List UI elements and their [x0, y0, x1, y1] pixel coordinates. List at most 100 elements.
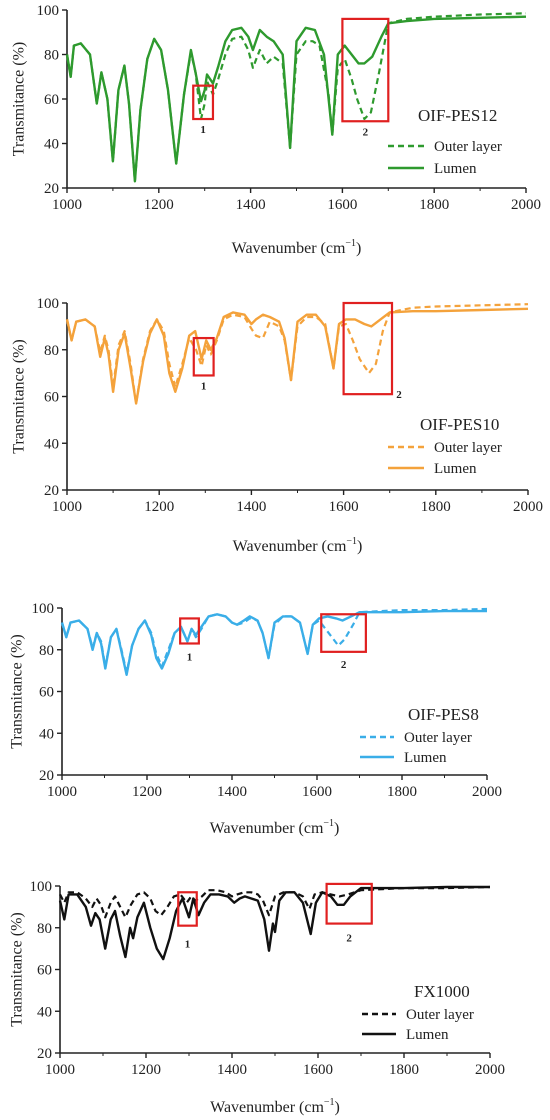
spectrum-panel: 20 40 60 80 100 1000 1200 1400 1600 1800 2000 Trans… — [9, 601, 502, 837]
outer-layer-series-line — [59, 885, 491, 919]
sample-name-label: OIF-PES12 — [418, 106, 497, 125]
y-tick-label: 20 — [39, 768, 54, 784]
highlight-box — [341, 17, 390, 123]
legend-lumen-label: Lumen — [434, 161, 477, 177]
x-axis-label: Wavenumber (cm−1) — [210, 818, 340, 837]
highlight-box-label: 2 — [396, 389, 402, 401]
y-tick-label: 60 — [44, 92, 59, 108]
legend-outer-layer-label: Outer layer — [406, 1007, 474, 1023]
highlight-box-label: 2 — [346, 933, 352, 945]
y-tick-label: 40 — [44, 137, 59, 153]
y-tick-label: 20 — [44, 181, 59, 197]
x-tick-label: 1600 — [302, 784, 332, 800]
spectrum-panel: 20 40 60 80 100 1000 1200 1400 1600 1800 2000 Trans… — [11, 296, 543, 555]
x-axis-label: Wavenumber (cm−1) — [233, 536, 363, 555]
x-tick-label: 2000 — [472, 784, 502, 800]
spectrum-panel: 20 40 60 80 100 1000 1200 1400 1600 1800 2000 Trans… — [9, 879, 505, 1116]
x-axis-label-sup: −1 — [346, 536, 357, 547]
y-tick-label: 40 — [37, 1004, 52, 1020]
y-axis-label: Transmitance (%) — [9, 634, 26, 749]
y-tick-label: 20 — [44, 483, 59, 499]
x-tick-label: 2000 — [475, 1062, 505, 1078]
x-tick-label: 1400 — [236, 499, 266, 515]
x-tick-label: 1600 — [327, 197, 357, 213]
spectrum-panel: 20 40 60 80 100 1000 1200 1400 1600 1800 2000 Trans… — [11, 3, 541, 257]
lumen-series-line — [65, 15, 527, 183]
y-tick-label: 20 — [37, 1046, 52, 1062]
y-tick-label: 60 — [44, 390, 59, 406]
sample-name-label: OIF-PES8 — [408, 705, 479, 724]
outer-layer-series-line — [65, 303, 529, 405]
lumen-series-line — [60, 609, 487, 676]
y-axis-label: Transmitance (%) — [9, 912, 26, 1027]
y-axis-label: Transmitance (%) — [11, 42, 28, 157]
x-axis-label-text: Wavenumber (cm — [210, 820, 324, 837]
highlight-box — [192, 336, 215, 377]
x-axis-label-close: ) — [356, 240, 361, 257]
x-axis-label-sup: −1 — [323, 818, 334, 829]
x-tick-label: 1800 — [387, 784, 417, 800]
x-axis-label-text: Wavenumber (cm — [210, 1099, 324, 1116]
x-tick-label: 1200 — [132, 784, 162, 800]
highlight-box-label: 1 — [187, 651, 193, 663]
x-tick-label: 2000 — [513, 499, 543, 515]
x-tick-label: 1200 — [131, 1062, 161, 1078]
legend-lumen-label: Lumen — [434, 461, 477, 477]
x-tick-label: 1000 — [52, 499, 82, 515]
x-tick-label: 1200 — [144, 197, 174, 213]
legend-outer-layer-label: Outer layer — [404, 730, 472, 746]
x-tick-label: 1000 — [47, 784, 77, 800]
y-tick-label: 80 — [37, 921, 52, 937]
x-axis-label-close: ) — [334, 820, 339, 837]
sample-name-label: FX1000 — [414, 982, 470, 1001]
x-tick-label: 1600 — [303, 1062, 333, 1078]
y-tick-label: 80 — [44, 343, 59, 359]
highlight-box — [192, 84, 215, 121]
x-axis-label-sup: −1 — [345, 238, 356, 249]
highlight-box-label: 1 — [201, 380, 207, 392]
x-tick-label: 1000 — [52, 197, 82, 213]
x-tick-label: 1400 — [236, 197, 266, 213]
x-tick-label: 1400 — [217, 1062, 247, 1078]
y-tick-label: 100 — [37, 296, 60, 312]
outer-layer-series-line — [60, 607, 488, 674]
y-tick-label: 40 — [39, 726, 54, 742]
legend-outer-layer-label: Outer layer — [434, 440, 502, 456]
highlight-box-label: 2 — [363, 126, 369, 138]
y-tick-label: 100 — [30, 879, 53, 895]
y-tick-label: 40 — [44, 436, 59, 452]
x-axis-label-close: ) — [335, 1099, 340, 1116]
y-tick-label: 60 — [39, 685, 54, 701]
y-tick-label: 80 — [44, 48, 59, 64]
x-axis-label-sup: −1 — [324, 1097, 335, 1108]
legend: Outer layer Lumen — [360, 730, 472, 766]
legend: Outer layer Lumen — [362, 1007, 474, 1043]
legend: Outer layer Lumen — [388, 139, 502, 177]
highlight-box — [320, 613, 367, 653]
x-tick-label: 1200 — [144, 499, 174, 515]
sample-name-label: OIF-PES10 — [420, 415, 499, 434]
highlight-box — [325, 882, 373, 925]
x-axis-label: Wavenumber (cm−1) — [210, 1097, 340, 1116]
legend: Outer layer Lumen — [388, 440, 502, 477]
highlight-box — [342, 301, 394, 396]
legend-lumen-label: Lumen — [406, 1027, 449, 1043]
x-axis-label-text: Wavenumber (cm — [233, 538, 347, 555]
y-tick-label: 100 — [32, 601, 55, 617]
y-tick-label: 60 — [37, 963, 52, 979]
x-tick-label: 1800 — [419, 197, 449, 213]
y-tick-label: 100 — [37, 3, 60, 19]
highlight-box — [179, 617, 200, 645]
y-axis-label: Transmitance (%) — [11, 339, 28, 454]
highlight-box-label: 1 — [185, 939, 191, 951]
x-axis-label: Wavenumber (cm−1) — [232, 238, 362, 257]
highlight-box-label: 2 — [341, 659, 347, 671]
x-tick-label: 1000 — [45, 1062, 75, 1078]
x-axis-label-text: Wavenumber (cm — [232, 240, 346, 257]
highlight-box — [177, 891, 198, 927]
x-axis-label-close: ) — [357, 538, 362, 555]
x-tick-label: 1600 — [329, 499, 359, 515]
highlight-box-label: 1 — [200, 124, 206, 136]
outer-layer-series-line — [65, 12, 527, 183]
x-tick-label: 1800 — [389, 1062, 419, 1078]
